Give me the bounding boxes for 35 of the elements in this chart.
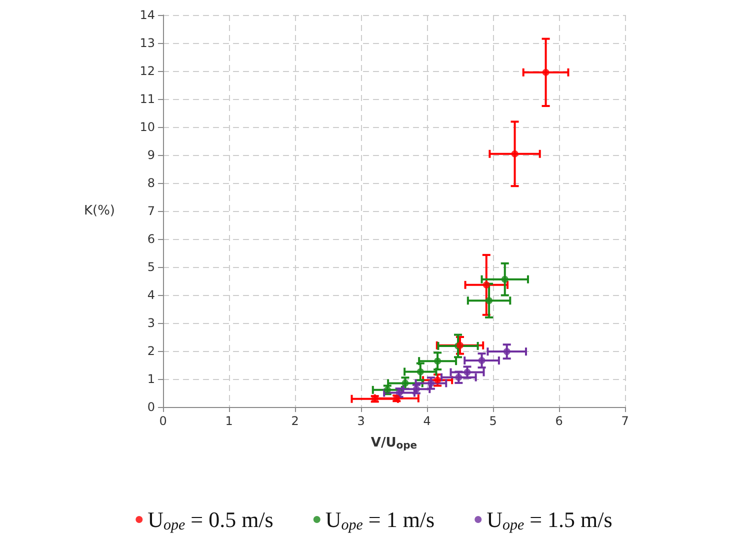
y-tick-label: 11 bbox=[140, 92, 155, 106]
y-tick-label: 14 bbox=[140, 8, 155, 22]
point bbox=[511, 150, 518, 158]
point bbox=[542, 68, 550, 76]
x-tick-label: 1 bbox=[225, 414, 233, 428]
x-tick-label: 6 bbox=[555, 414, 563, 428]
y-tick-label: 6 bbox=[147, 232, 155, 246]
y-tick-label: 9 bbox=[147, 148, 155, 162]
y-tick-label: 5 bbox=[147, 260, 155, 274]
point bbox=[434, 376, 442, 384]
x-tick-label: 5 bbox=[489, 414, 497, 428]
x-tick-label: 7 bbox=[621, 414, 629, 428]
y-tick-label: 2 bbox=[147, 344, 155, 358]
point bbox=[486, 297, 493, 304]
point bbox=[416, 368, 424, 376]
y-tick-label: 4 bbox=[147, 288, 155, 302]
y-tick-label: 1 bbox=[147, 372, 155, 386]
x-tick-label: 3 bbox=[357, 414, 365, 428]
x-tick-label: 2 bbox=[291, 414, 299, 428]
y-tick-label: 12 bbox=[140, 64, 155, 78]
y-tick-label: 7 bbox=[147, 204, 155, 218]
x-tick-label: 4 bbox=[423, 414, 431, 428]
y-tick-label: 13 bbox=[140, 36, 155, 50]
y-axis-title: K(%) bbox=[84, 204, 115, 218]
y-tick-label: 0 bbox=[147, 400, 155, 414]
y-tick-label: 8 bbox=[147, 176, 155, 190]
point bbox=[455, 374, 462, 381]
point bbox=[482, 281, 490, 288]
point bbox=[478, 357, 486, 364]
point bbox=[501, 276, 508, 283]
point bbox=[434, 358, 442, 365]
point bbox=[503, 348, 510, 356]
y-tick-label: 3 bbox=[147, 316, 155, 330]
y-tick-label: 10 bbox=[140, 120, 155, 134]
x-tick-label: 0 bbox=[159, 414, 167, 428]
